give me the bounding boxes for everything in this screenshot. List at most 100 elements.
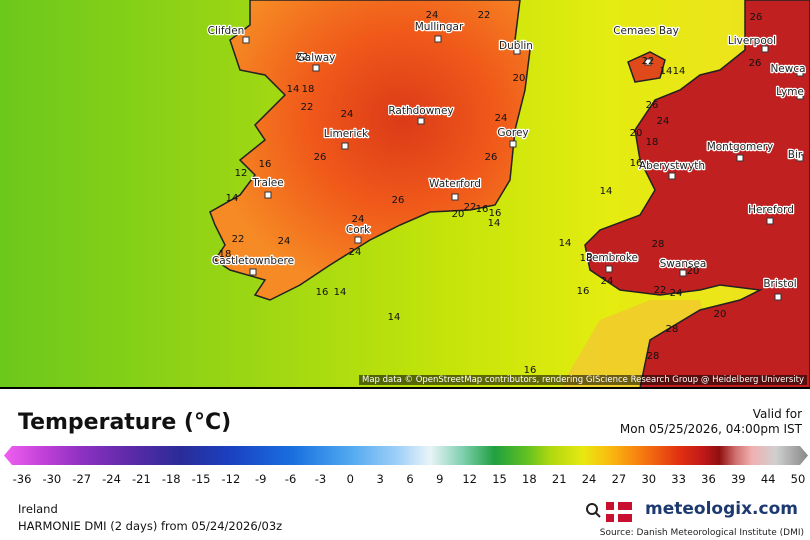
scale-tick-label: -21 (131, 472, 151, 486)
scale-tick-label: 18 (522, 472, 537, 486)
scale-tick-label: 0 (346, 472, 354, 486)
city-marker (679, 269, 687, 277)
temperature-label: 24 (349, 247, 362, 258)
temperature-label: 26 (749, 58, 762, 69)
logos (586, 502, 632, 522)
scale-tick-label: -24 (102, 472, 121, 486)
temperature-label: 26 (485, 152, 498, 163)
city-marker (796, 154, 804, 162)
valid-label: Valid for (752, 407, 802, 421)
region: Ireland (18, 502, 58, 516)
temperature-label: 16 (630, 158, 643, 169)
scale-tick-label: -15 (191, 472, 211, 486)
temperature-label: 26 (646, 100, 659, 111)
city-label: Hereford (748, 204, 794, 216)
city-label: Rathdowney (388, 105, 453, 117)
city-marker (242, 36, 250, 44)
temperature-label: 20 (687, 266, 700, 277)
scale-tick-label: 30 (641, 472, 657, 486)
city-label: Lyme (776, 86, 804, 98)
temperature-label: 20 (513, 73, 526, 84)
city-label: Bir (788, 149, 803, 161)
scale-tick-label: 24 (581, 472, 597, 486)
city-label: Cork (346, 224, 371, 236)
city-marker (434, 35, 442, 43)
city-marker (796, 69, 804, 77)
temperature-label: 18 (302, 84, 315, 95)
temperature-label: 14 (388, 312, 401, 323)
city-marker (736, 154, 744, 162)
temperature-label: 22 (464, 202, 477, 213)
source: Source: Danish Meteorological Institute … (599, 528, 804, 538)
temperature-label: 12 (235, 168, 248, 179)
great-britain (584, 0, 810, 389)
city-label: Galway (297, 52, 336, 64)
temperature-label: 14 (488, 218, 501, 229)
city-label: Newca (770, 63, 805, 75)
temperature-label: 26 (750, 12, 763, 23)
model: HARMONIE DMI (2 days) from 05/24/2026/03… (18, 519, 283, 533)
scale-tick-label: -3 (314, 472, 327, 486)
temperature-label: 18 (580, 253, 593, 264)
temperature-label: 22 (296, 52, 309, 63)
temperature-label: 16 (316, 287, 329, 298)
temperature-label: 22 (478, 10, 491, 21)
city-marker (605, 265, 613, 273)
city-label: Limerick (324, 128, 369, 140)
scale-tick-label: -30 (42, 472, 62, 486)
city-label: Aberystwyth (639, 160, 705, 172)
scale-tick-label: 33 (671, 472, 686, 486)
city-marker (451, 193, 459, 201)
valid-date: Mon 05/25/2026, 04:00pm IST (619, 422, 802, 436)
temperature-label: 26 (314, 152, 327, 163)
valid-time: Valid for Mon 05/25/2026, 04:00pm IST (620, 407, 802, 437)
scale-tick-label: -6 (284, 472, 297, 486)
temperature-label: 16 (489, 208, 502, 219)
scale-tick-label: 6 (406, 472, 414, 486)
city-label: Swansea (660, 258, 707, 270)
temperature-label: 28 (647, 351, 660, 362)
city-label: Dublin (499, 40, 533, 52)
city-marker (774, 293, 782, 301)
temperature-label: 22 (301, 102, 314, 113)
city-marker (766, 217, 774, 225)
scale-tick-label: -27 (72, 472, 92, 486)
city-label: Bristol (763, 278, 796, 290)
legend-title: Temperature (°C) (18, 410, 232, 435)
temperature-label: 14 (226, 193, 239, 204)
temperature-label: 20 (452, 209, 465, 220)
anglesey (627, 51, 666, 83)
temperature-label: 14 (600, 186, 613, 197)
city-marker (644, 58, 652, 66)
attribution: Map data © OpenStreetMap contributors, r… (359, 375, 807, 385)
city-marker (513, 47, 521, 55)
scale-tick-label: 36 (701, 472, 716, 486)
scale-tick-label: 27 (611, 472, 627, 486)
scale-tick-label: 39 (730, 472, 746, 486)
city-marker (796, 92, 804, 100)
city-label: Liverpool (728, 35, 776, 47)
map: Clifden Mullingar Dublin Cemaes Bay Liverpoo… (0, 0, 810, 389)
temperature-label: 14 (673, 66, 686, 77)
brand[interactable]: meteologix.com (645, 499, 798, 519)
scale-tick-label: -12 (221, 472, 241, 486)
temperature-label: 24 (278, 236, 291, 247)
temperature-label: 22 (654, 285, 667, 296)
temperature-label: 16 (577, 286, 590, 297)
city-label: Cemaes Bay (613, 25, 679, 37)
temperature-label: 20 (714, 309, 727, 320)
city-label: Tralee (251, 177, 283, 189)
temperature-label: 20 (630, 128, 643, 139)
temperature-label: 18 (219, 249, 232, 260)
temperature-label: 22 (232, 234, 245, 245)
scale-tick-label: -18 (161, 472, 181, 486)
temperature-label: 24 (341, 109, 354, 120)
color-scale (4, 446, 808, 465)
scale-tick-label: 50 (790, 472, 806, 486)
temperature-label: 14 (334, 287, 347, 298)
city-label: Gorey (497, 127, 528, 139)
city-marker (341, 142, 349, 150)
temperature-label: 14 (287, 84, 300, 95)
city-marker (249, 268, 257, 276)
scale-tick-label: 21 (551, 472, 567, 486)
